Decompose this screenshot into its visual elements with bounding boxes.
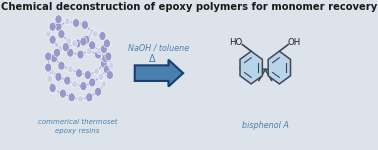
Circle shape (83, 35, 90, 44)
Circle shape (101, 81, 107, 88)
Circle shape (98, 73, 104, 81)
Circle shape (58, 61, 65, 70)
Circle shape (51, 54, 57, 63)
Circle shape (62, 43, 69, 52)
Text: Δ: Δ (149, 54, 156, 64)
Circle shape (89, 41, 96, 50)
Text: NaOH / toluene: NaOH / toluene (128, 44, 189, 53)
Circle shape (99, 32, 106, 40)
Circle shape (72, 81, 77, 88)
Circle shape (64, 76, 71, 85)
Circle shape (103, 65, 110, 74)
Circle shape (67, 66, 73, 73)
Circle shape (86, 93, 93, 102)
Circle shape (49, 22, 56, 31)
Circle shape (48, 68, 54, 75)
Circle shape (45, 63, 52, 72)
Circle shape (80, 82, 87, 91)
Circle shape (74, 39, 81, 48)
Circle shape (55, 22, 62, 31)
Circle shape (57, 45, 63, 53)
Circle shape (49, 84, 56, 92)
Circle shape (101, 59, 107, 68)
Circle shape (45, 30, 51, 38)
Circle shape (108, 62, 114, 69)
Circle shape (47, 75, 53, 82)
Circle shape (94, 87, 102, 96)
Circle shape (51, 86, 57, 94)
Circle shape (64, 17, 70, 25)
Circle shape (66, 38, 72, 45)
Text: commerical thermoset
epoxy resins: commerical thermoset epoxy resins (38, 119, 117, 134)
Circle shape (68, 93, 75, 102)
Circle shape (77, 95, 84, 103)
Circle shape (55, 15, 62, 24)
Circle shape (59, 89, 67, 98)
Circle shape (45, 52, 52, 61)
Circle shape (92, 30, 98, 38)
Circle shape (58, 30, 65, 39)
Circle shape (97, 47, 102, 55)
Circle shape (103, 39, 110, 48)
Circle shape (89, 78, 96, 87)
Text: bisphenol A: bisphenol A (242, 121, 289, 130)
Circle shape (54, 48, 60, 57)
Circle shape (73, 19, 80, 27)
Circle shape (49, 35, 56, 44)
Circle shape (84, 70, 91, 80)
Circle shape (81, 20, 88, 29)
Circle shape (80, 37, 87, 46)
Text: Chemical deconstruction of epoxy polymers for monomer recovery: Chemical deconstruction of epoxy polymer… (1, 2, 377, 12)
Circle shape (106, 70, 113, 80)
Circle shape (67, 48, 74, 57)
Circle shape (105, 52, 112, 61)
FancyArrow shape (135, 60, 183, 87)
Polygon shape (240, 51, 262, 84)
Circle shape (55, 72, 62, 81)
Circle shape (76, 69, 82, 78)
Circle shape (102, 54, 109, 63)
Circle shape (94, 50, 102, 59)
Circle shape (89, 28, 95, 36)
Text: OH: OH (287, 38, 301, 47)
Circle shape (101, 45, 107, 53)
Circle shape (94, 68, 99, 75)
Circle shape (72, 40, 77, 47)
Circle shape (86, 47, 92, 55)
Polygon shape (268, 51, 291, 84)
Text: HO: HO (229, 38, 243, 47)
Circle shape (77, 50, 84, 59)
